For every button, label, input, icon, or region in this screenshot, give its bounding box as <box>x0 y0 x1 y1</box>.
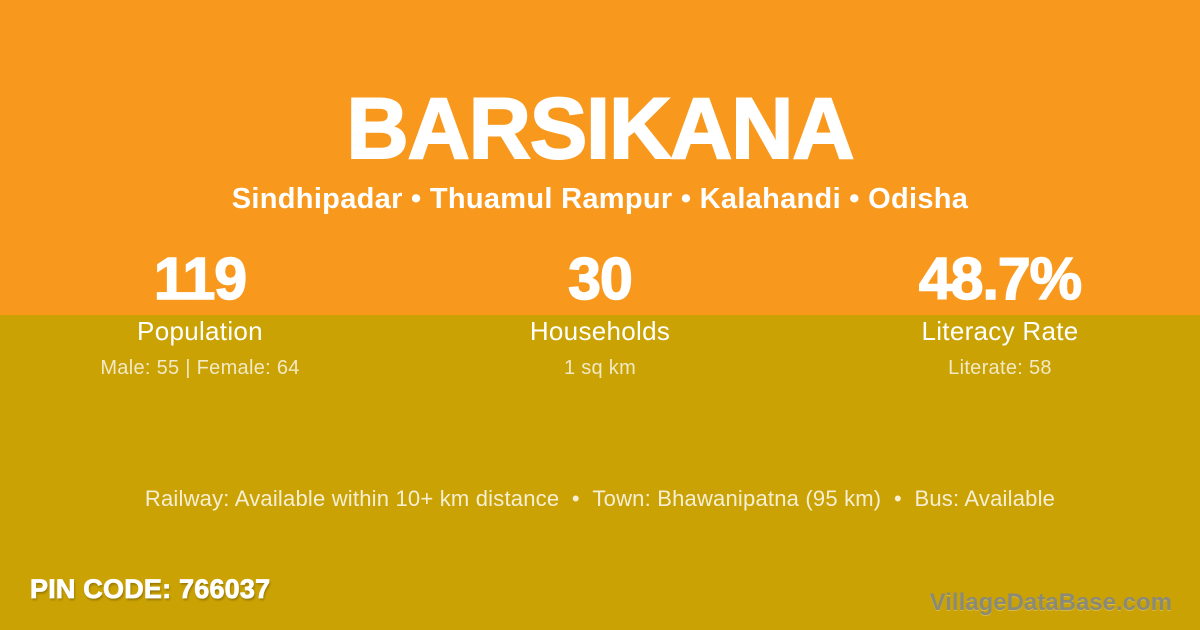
stat-item-households: 30 Households 1 sq km <box>400 246 800 379</box>
stats-row: 119 Population Male: 55 | Female: 64 30 … <box>0 246 1200 379</box>
stats-band <box>0 315 1200 630</box>
pin-code-label: PIN CODE: 766037 <box>30 574 271 605</box>
header-band <box>0 0 1200 315</box>
village-title: BARSIKANA <box>346 81 856 177</box>
stat-item-population: 119 Population Male: 55 | Female: 64 <box>0 246 400 379</box>
population-value: 119 <box>153 246 248 312</box>
population-sublabel: Male: 55 | Female: 64 <box>100 357 300 379</box>
literacy-sublabel: Literate: 58 <box>948 357 1052 379</box>
literacy-label: Literacy Rate <box>921 316 1079 346</box>
population-label: Population <box>137 316 263 346</box>
village-breadcrumb: Sindhipadar • Thuamul Rampur • Kalahandi… <box>231 183 969 215</box>
literacy-value: 48.7% <box>918 246 1083 312</box>
transport-facts-line: Railway: Available within 10+ km distanc… <box>144 486 1056 511</box>
households-label: Households <box>529 316 671 346</box>
watermark-text: VillageDataBase.com <box>929 589 1172 616</box>
households-sublabel: 1 sq km <box>563 357 637 379</box>
households-value: 30 <box>567 246 633 312</box>
stat-item-literacy: 48.7% Literacy Rate Literate: 58 <box>800 246 1200 379</box>
